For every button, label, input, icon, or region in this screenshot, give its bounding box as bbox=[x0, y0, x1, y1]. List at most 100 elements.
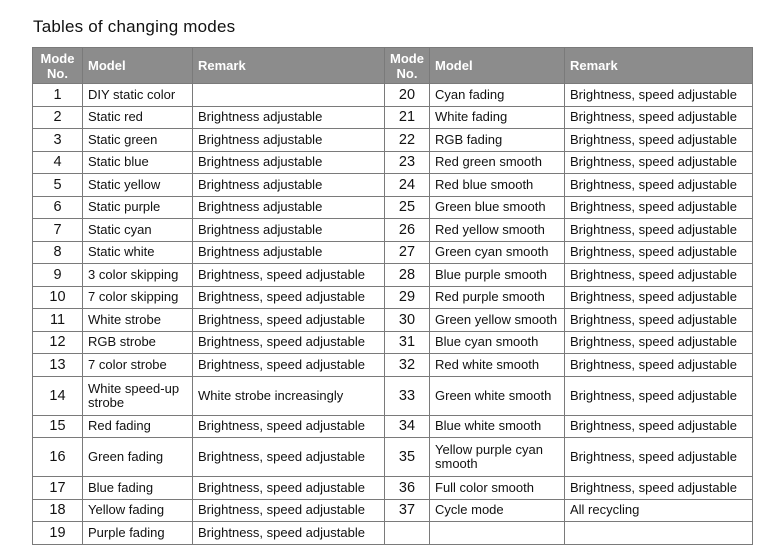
remark-cell-left: Brightness, speed adjustable bbox=[192, 476, 385, 500]
table-row: 5 Static yellow Brightness adjustable 24 Red… bbox=[32, 173, 753, 197]
remark-cell-left: Brightness adjustable bbox=[192, 195, 385, 219]
table-row: 10 7 color skipping Brightness, speed adju… bbox=[32, 285, 753, 309]
remark-cell-right: Brightness, speed adjustable bbox=[564, 263, 753, 287]
remark-cell-right: Brightness, speed adjustable bbox=[564, 83, 753, 107]
model-cell-left: Static white bbox=[82, 240, 193, 264]
model-cell-right: Red green smooth bbox=[429, 150, 565, 174]
mode-no-cell-right: 23 bbox=[384, 150, 430, 174]
mode-no-cell-right: 35 bbox=[384, 437, 430, 477]
model-cell-left: Blue fading bbox=[82, 476, 193, 500]
mode-no-cell-right: 31 bbox=[384, 330, 430, 354]
remark-cell-right: Brightness, speed adjustable bbox=[564, 285, 753, 309]
table-row: 3 Static green Brightness adjustable 22 RGB … bbox=[32, 128, 753, 152]
remark-cell-left: Brightness, speed adjustable bbox=[192, 353, 385, 377]
remark-cell-right: Brightness, speed adjustable bbox=[564, 150, 753, 174]
model-cell-left: 7 color skipping bbox=[82, 285, 193, 309]
mode-no-cell-right: 21 bbox=[384, 105, 430, 129]
mode-no-cell-right: 32 bbox=[384, 353, 430, 377]
header-remark-right: Remark bbox=[564, 47, 753, 84]
remark-cell-right: Brightness, speed adjustable bbox=[564, 173, 753, 197]
model-cell-left: Static green bbox=[82, 128, 193, 152]
remark-cell-right: Brightness, speed adjustable bbox=[564, 353, 753, 377]
model-cell-left: White strobe bbox=[82, 308, 193, 332]
table-row: 12 RGB strobe Brightness, speed adjustable… bbox=[32, 330, 753, 354]
mode-no-cell-left: 3 bbox=[32, 128, 83, 152]
model-cell-right: Green cyan smooth bbox=[429, 240, 565, 264]
model-cell-left: Green fading bbox=[82, 437, 193, 477]
remark-cell-right: Brightness, speed adjustable bbox=[564, 476, 753, 500]
table-row: 17 Blue fading Brightness, speed adjustabl… bbox=[32, 476, 753, 500]
remark-cell-right: Brightness, speed adjustable bbox=[564, 308, 753, 332]
remark-cell-left: Brightness, speed adjustable bbox=[192, 414, 385, 438]
mode-no-cell-right: 29 bbox=[384, 285, 430, 309]
model-cell-left: Yellow fading bbox=[82, 498, 193, 522]
mode-no-cell-left: 1 bbox=[32, 83, 83, 107]
mode-no-cell-right: 37 bbox=[384, 498, 430, 522]
table-row: 18 Yellow fading Brightness, speed adjusta… bbox=[32, 498, 753, 522]
remark-cell-right: Brightness, speed adjustable bbox=[564, 375, 753, 416]
header-mode-no: Mode No. bbox=[32, 47, 83, 84]
mode-no-cell-left: 17 bbox=[32, 476, 83, 500]
remark-cell-right: Brightness, speed adjustable bbox=[564, 105, 753, 129]
remark-cell-left: Brightness, speed adjustable bbox=[192, 330, 385, 354]
model-cell-left: Static yellow bbox=[82, 173, 193, 197]
mode-no-cell-right: 33 bbox=[384, 375, 430, 416]
remark-cell-left: White strobe increasingly bbox=[192, 375, 385, 416]
remark-cell-left: Brightness adjustable bbox=[192, 105, 385, 129]
model-cell-right: Red white smooth bbox=[429, 353, 565, 377]
model-cell-right: White fading bbox=[429, 105, 565, 129]
model-cell-right: Red purple smooth bbox=[429, 285, 565, 309]
mode-no-cell-left: 9 bbox=[32, 263, 83, 287]
mode-no-cell-left: 10 bbox=[32, 285, 83, 309]
mode-no-cell-right: 34 bbox=[384, 414, 430, 438]
table-row: 16 Green fading Brightness, speed adjustab… bbox=[32, 437, 753, 477]
header-model-right: Model bbox=[429, 47, 565, 84]
mode-no-cell-left: 13 bbox=[32, 353, 83, 377]
remark-cell-right: Brightness, speed adjustable bbox=[564, 330, 753, 354]
mode-no-cell-left: 2 bbox=[32, 105, 83, 129]
model-cell-right: Blue cyan smooth bbox=[429, 330, 565, 354]
model-cell-right: Blue white smooth bbox=[429, 414, 565, 438]
remark-cell-left: Brightness, speed adjustable bbox=[192, 521, 385, 545]
table-row: 14 White speed-up strobe White strobe incr… bbox=[32, 375, 753, 416]
header-mode-no-right: Mode No. bbox=[384, 47, 430, 84]
model-cell-left: Static purple bbox=[82, 195, 193, 219]
remark-cell-left: Brightness, speed adjustable bbox=[192, 285, 385, 309]
remark-cell-right bbox=[564, 521, 753, 545]
mode-no-cell-left: 12 bbox=[32, 330, 83, 354]
mode-no-cell-left: 18 bbox=[32, 498, 83, 522]
header-model: Model bbox=[82, 47, 193, 84]
table-row: 7 Static cyan Brightness adjustable 26 Red y… bbox=[32, 218, 753, 242]
mode-no-cell-left: 14 bbox=[32, 375, 83, 416]
mode-no-cell-right: 30 bbox=[384, 308, 430, 332]
mode-no-cell-right: 28 bbox=[384, 263, 430, 287]
remark-cell-left bbox=[192, 83, 385, 107]
model-cell-right: Green blue smooth bbox=[429, 195, 565, 219]
mode-no-cell-right: 26 bbox=[384, 218, 430, 242]
model-cell-left: White speed-up strobe bbox=[82, 375, 193, 416]
remark-cell-right: Brightness, speed adjustable bbox=[564, 414, 753, 438]
remark-cell-left: Brightness adjustable bbox=[192, 173, 385, 197]
model-cell-left: Static red bbox=[82, 105, 193, 129]
model-cell-left: Static blue bbox=[82, 150, 193, 174]
remark-cell-left: Brightness, speed adjustable bbox=[192, 437, 385, 477]
model-cell-right: Red yellow smooth bbox=[429, 218, 565, 242]
remark-cell-left: Brightness adjustable bbox=[192, 218, 385, 242]
remark-cell-right: Brightness, speed adjustable bbox=[564, 128, 753, 152]
remark-cell-left: Brightness adjustable bbox=[192, 240, 385, 264]
table-row: 11 White strobe Brightness, speed adjustab… bbox=[32, 308, 753, 332]
header-row: Mode No. Model Remark Mode No. Model Rem… bbox=[32, 47, 753, 84]
table-row: 13 7 color strobe Brightness, speed adjust… bbox=[32, 353, 753, 377]
remark-cell-left: Brightness, speed adjustable bbox=[192, 498, 385, 522]
remark-cell-left: Brightness adjustable bbox=[192, 150, 385, 174]
mode-no-cell-left: 16 bbox=[32, 437, 83, 477]
model-cell-left: Static cyan bbox=[82, 218, 193, 242]
mode-no-cell-left: 11 bbox=[32, 308, 83, 332]
mode-no-cell-right bbox=[384, 521, 430, 545]
remark-cell-right: Brightness, speed adjustable bbox=[564, 218, 753, 242]
table-row: 4 Static blue Brightness adjustable 23 Red g… bbox=[32, 150, 753, 174]
table-row: 8 Static white Brightness adjustable 27 Gree… bbox=[32, 240, 753, 264]
mode-no-cell-right: 24 bbox=[384, 173, 430, 197]
table-row: 15 Red fading Brightness, speed adjustable… bbox=[32, 414, 753, 438]
model-cell-left: 7 color strobe bbox=[82, 353, 193, 377]
